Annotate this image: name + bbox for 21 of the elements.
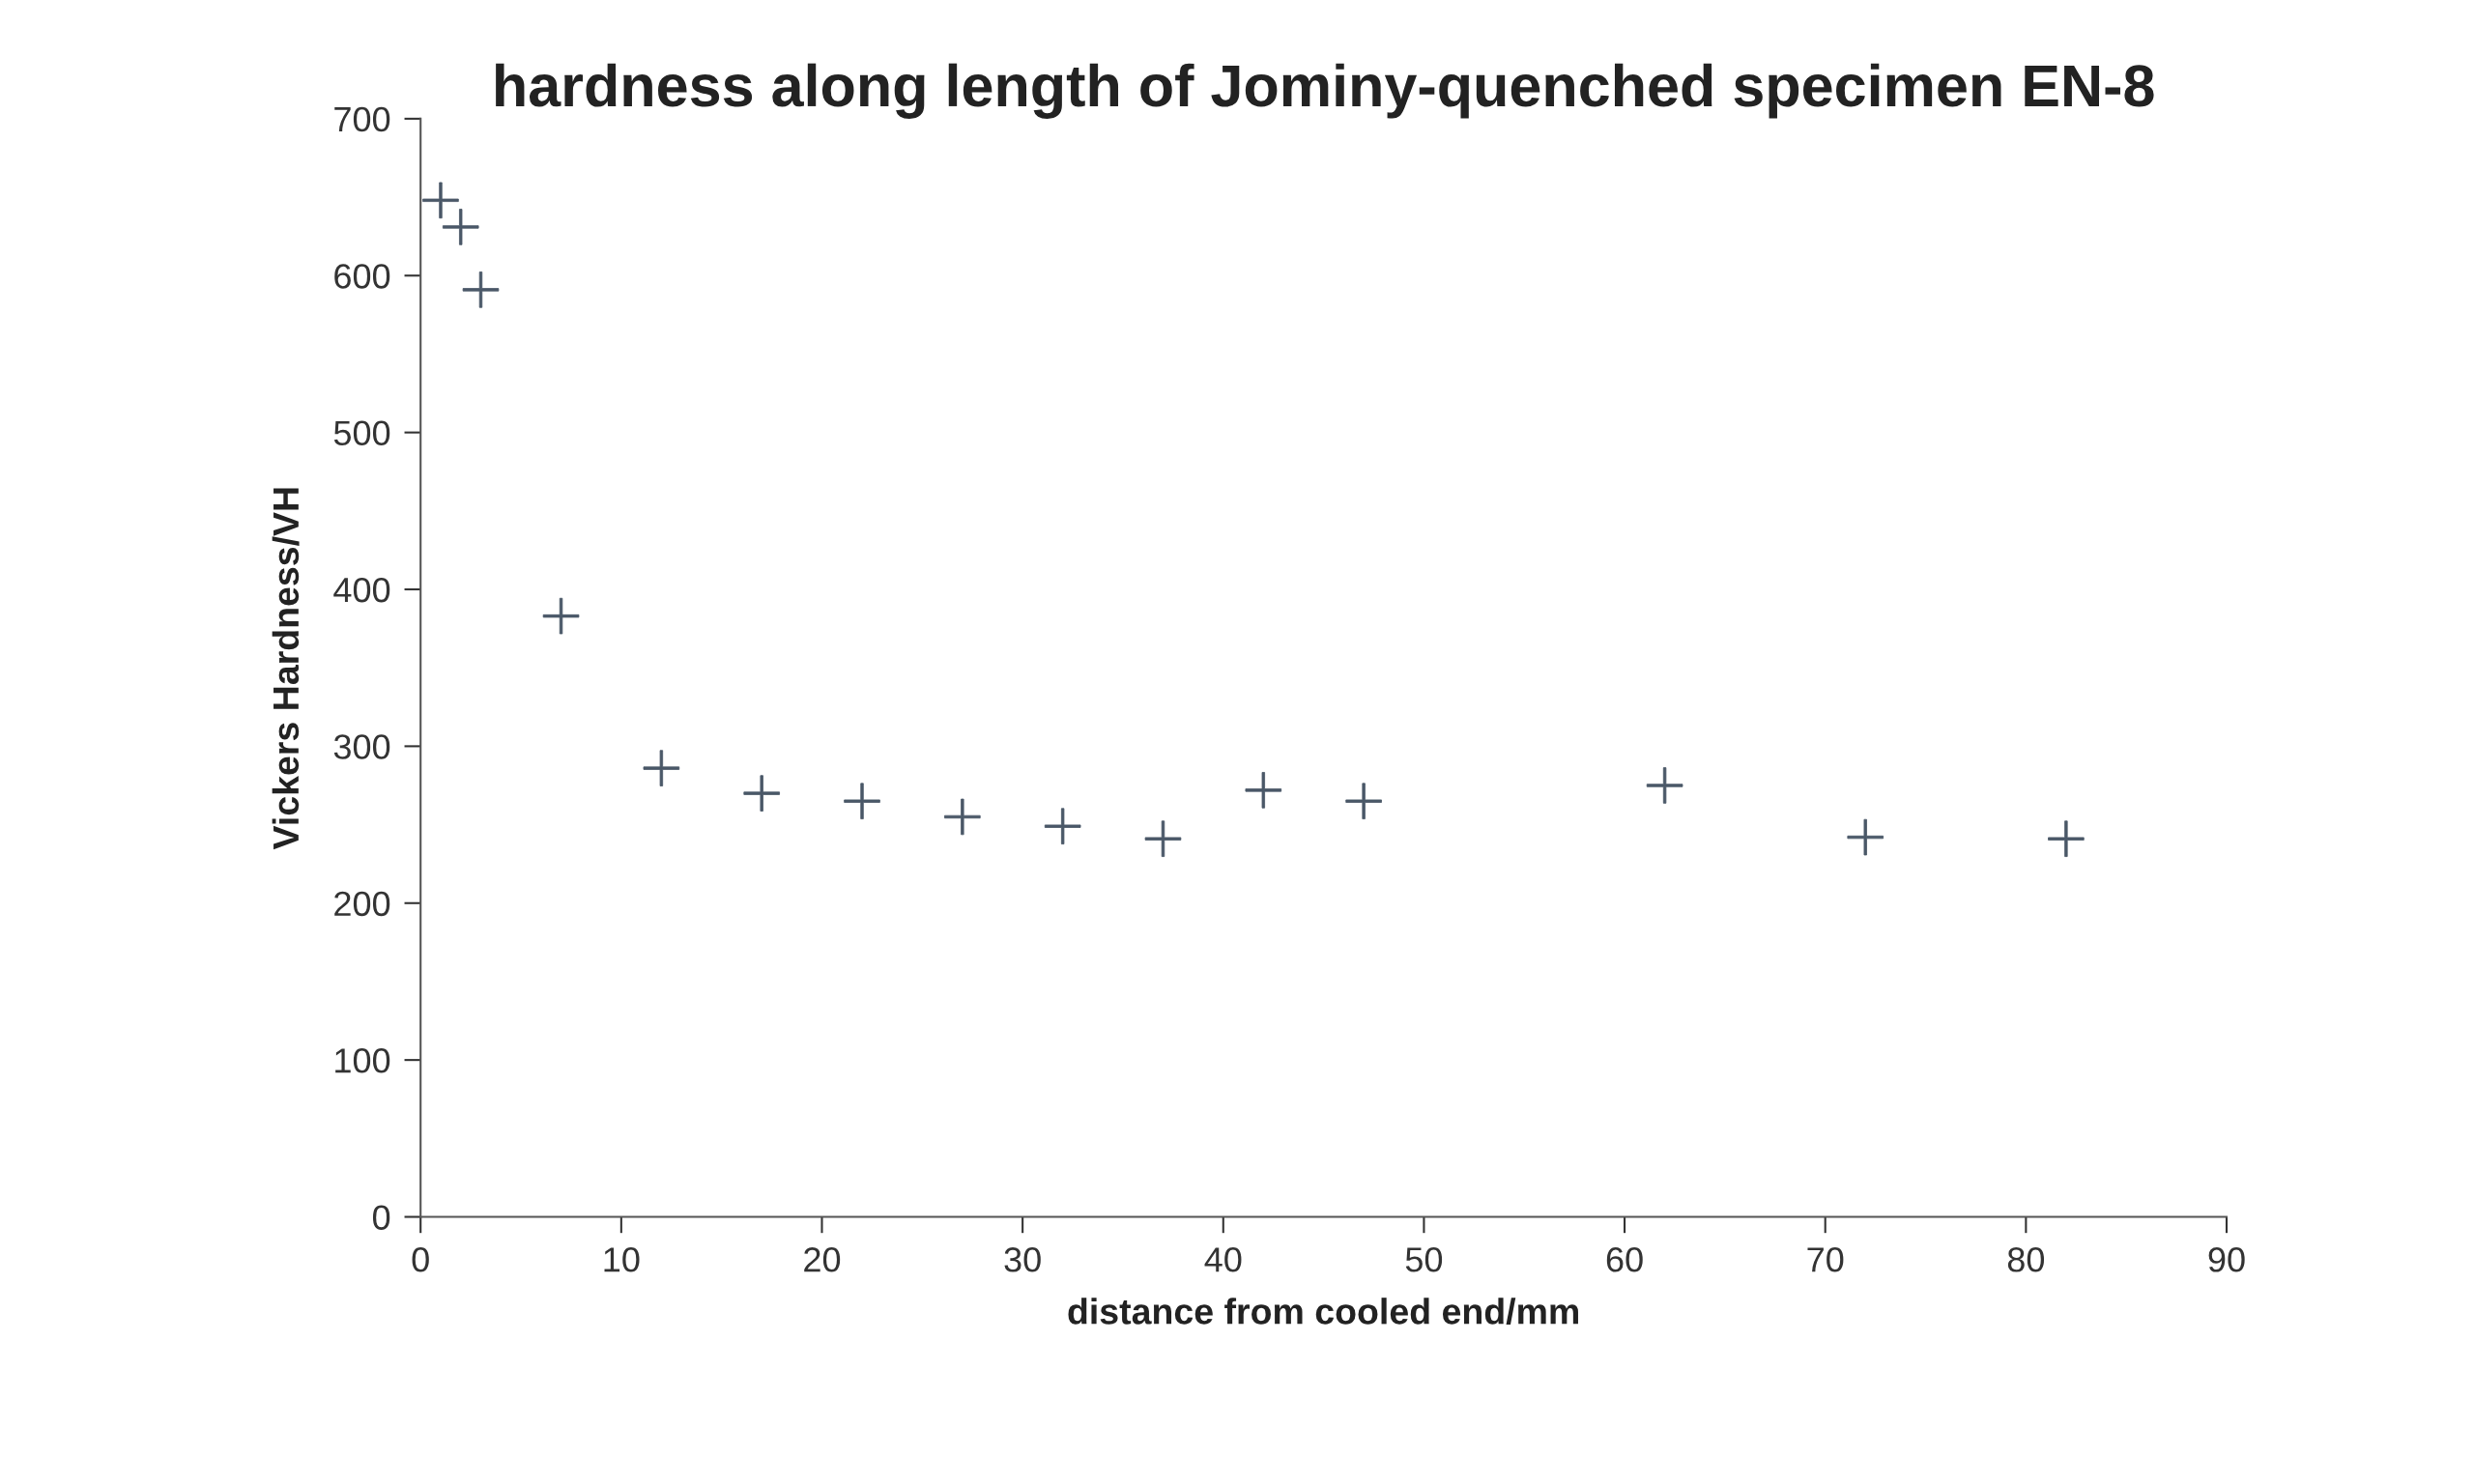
y-tick-label: 200 bbox=[334, 891, 390, 917]
x-tick-label: 60 bbox=[1606, 1247, 1643, 1272]
x-axis-title: distance from cooled end/mm bbox=[1068, 1298, 1578, 1326]
y-tick-label: 400 bbox=[333, 577, 390, 603]
y-tick-label: 700 bbox=[334, 106, 390, 132]
chart-title: hardness along length of Jominy-quenched specimen EN-8 bbox=[496, 63, 2154, 119]
x-tick-label: 50 bbox=[1405, 1247, 1443, 1272]
x-tick-label: 30 bbox=[1004, 1247, 1041, 1272]
x-tick-label: 10 bbox=[604, 1247, 640, 1272]
y-tick-label: 500 bbox=[333, 420, 390, 446]
x-tick-label: 0 bbox=[412, 1247, 429, 1272]
y-tick-label: 600 bbox=[334, 264, 390, 289]
x-tick-label: 40 bbox=[1204, 1247, 1242, 1272]
y-tick-label: 0 bbox=[372, 1205, 390, 1230]
x-tick-label: 70 bbox=[1807, 1247, 1844, 1272]
y-axis-title: Vickers Hardness/VH bbox=[272, 488, 300, 850]
x-tick-label: 80 bbox=[2007, 1247, 2045, 1272]
x-tick-label: 20 bbox=[804, 1247, 841, 1272]
y-tick-label: 300 bbox=[333, 734, 390, 759]
x-tick-label: 90 bbox=[2208, 1247, 2245, 1272]
y-tick-label: 100 bbox=[335, 1048, 390, 1073]
